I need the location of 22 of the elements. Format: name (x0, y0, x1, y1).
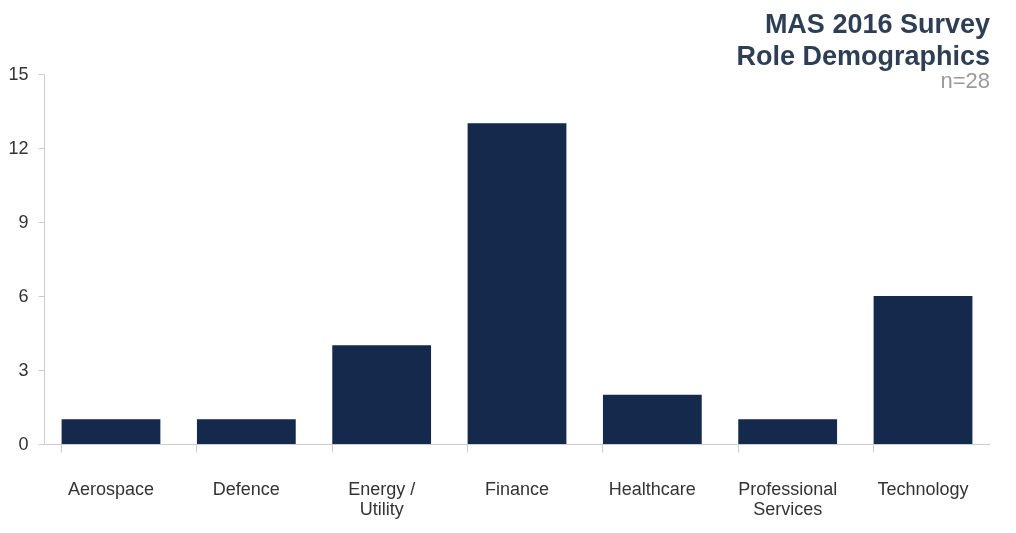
x-tick-label: Technology (877, 478, 969, 499)
y-tick-label: 0 (18, 433, 29, 454)
x-tick-label: Healthcare (608, 478, 696, 499)
bar (196, 419, 296, 444)
y-tick-label: 15 (8, 63, 29, 84)
y-tick-label: 6 (18, 285, 29, 306)
x-tick-label: Defence (212, 478, 280, 499)
x-tick-label: Energy / Utility (348, 478, 416, 519)
y-tick-label: 3 (18, 359, 29, 380)
bar (873, 296, 973, 444)
x-tick-label: Aerospace (67, 478, 155, 499)
chart-subtitle: n=28 (940, 68, 990, 93)
bar (602, 394, 702, 444)
x-tick-label: Professional Services (738, 478, 838, 519)
bar (332, 345, 432, 444)
bar (738, 419, 838, 444)
x-tick-label: Finance (484, 478, 550, 499)
y-tick-label: 12 (8, 137, 29, 158)
bar (467, 123, 567, 444)
chart-title: MAS 2016 Survey Role Demographics (736, 9, 990, 71)
y-tick-label: 9 (18, 211, 29, 232)
bar (61, 419, 161, 444)
